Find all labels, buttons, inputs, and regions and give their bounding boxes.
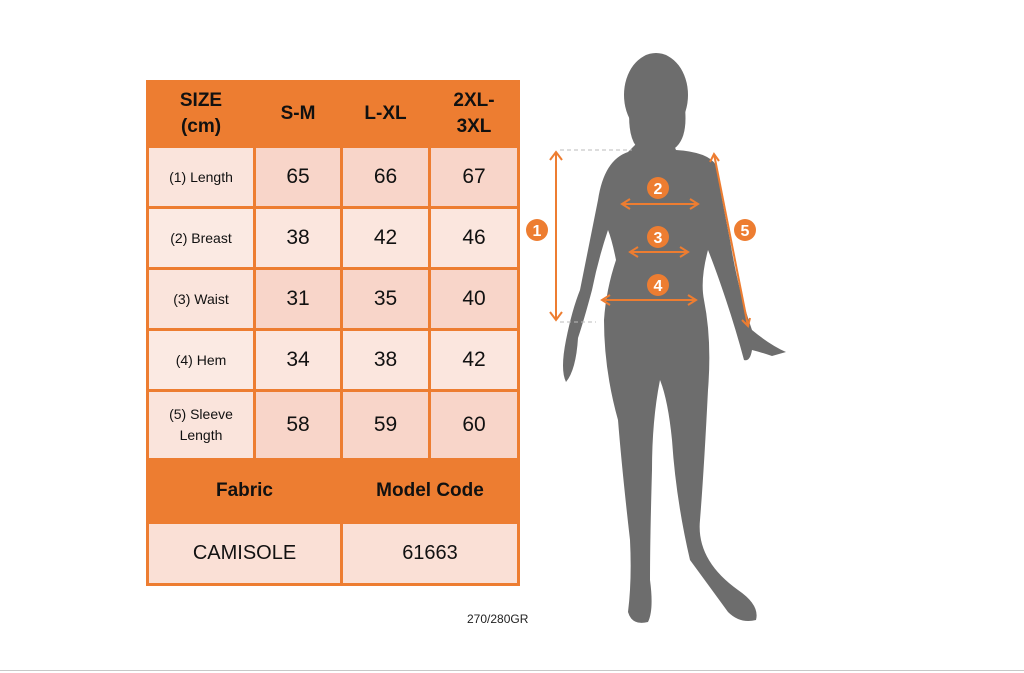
cell: 35	[340, 267, 431, 331]
marker-2: 2	[654, 181, 663, 198]
cell: 58	[253, 389, 343, 461]
header-l-xl: L-XL	[340, 80, 431, 148]
cell: 34	[253, 328, 343, 392]
header-s-m: S-M	[253, 80, 343, 148]
silhouette-shape	[563, 53, 786, 623]
cell: 38	[340, 328, 431, 392]
table-row: (1) Length 65 66 67	[146, 145, 520, 209]
cell: 38	[253, 206, 343, 270]
cell: 40	[428, 267, 520, 331]
fabric-value-row: CAMISOLE 61663	[146, 521, 520, 586]
cell: 31	[253, 267, 343, 331]
table-row: (3) Waist 31 35 40	[146, 267, 520, 331]
row-label: (4) Hem	[146, 328, 256, 392]
row-label: (2) Breast	[146, 206, 256, 270]
size-chart-table: SIZE (cm) S-M L-XL 2XL-3XL (1) Length 65…	[146, 80, 520, 586]
table-row: (2) Breast 38 42 46	[146, 206, 520, 270]
weight-note: 270/280GR	[467, 612, 529, 626]
model-code-value: 61663	[340, 521, 520, 586]
model-code-label: Model Code	[340, 458, 520, 524]
marker-1: 1	[533, 223, 542, 240]
fabric-value: CAMISOLE	[146, 521, 343, 586]
row-label: (1) Length	[146, 145, 256, 209]
row-label: (3) Waist	[146, 267, 256, 331]
cell: 59	[340, 389, 431, 461]
header-size: SIZE (cm)	[146, 80, 256, 148]
marker-3: 3	[654, 230, 663, 247]
table-row: (5) Sleeve Length 58 59 60	[146, 389, 520, 461]
bottom-divider	[0, 670, 1024, 671]
cell: 46	[428, 206, 520, 270]
fabric-header-row: Fabric Model Code	[146, 458, 520, 524]
cell: 65	[253, 145, 343, 209]
table-row: (4) Hem 34 38 42	[146, 328, 520, 392]
row-label: (5) Sleeve Length	[146, 389, 256, 461]
guide-lines	[560, 149, 632, 323]
cell: 42	[340, 206, 431, 270]
cell: 60	[428, 389, 520, 461]
marker-5: 5	[741, 223, 750, 240]
marker-circles	[526, 177, 756, 296]
cell: 66	[340, 145, 431, 209]
cell: 42	[428, 328, 520, 392]
measurement-arrows	[549, 150, 751, 328]
header-row: SIZE (cm) S-M L-XL 2XL-3XL	[146, 80, 520, 148]
marker-4: 4	[654, 278, 663, 295]
fabric-label: Fabric	[146, 458, 343, 524]
header-2xl-3xl: 2XL-3XL	[428, 80, 520, 148]
body-silhouette: 1 2 3 4 5	[526, 53, 786, 623]
cell: 67	[428, 145, 520, 209]
